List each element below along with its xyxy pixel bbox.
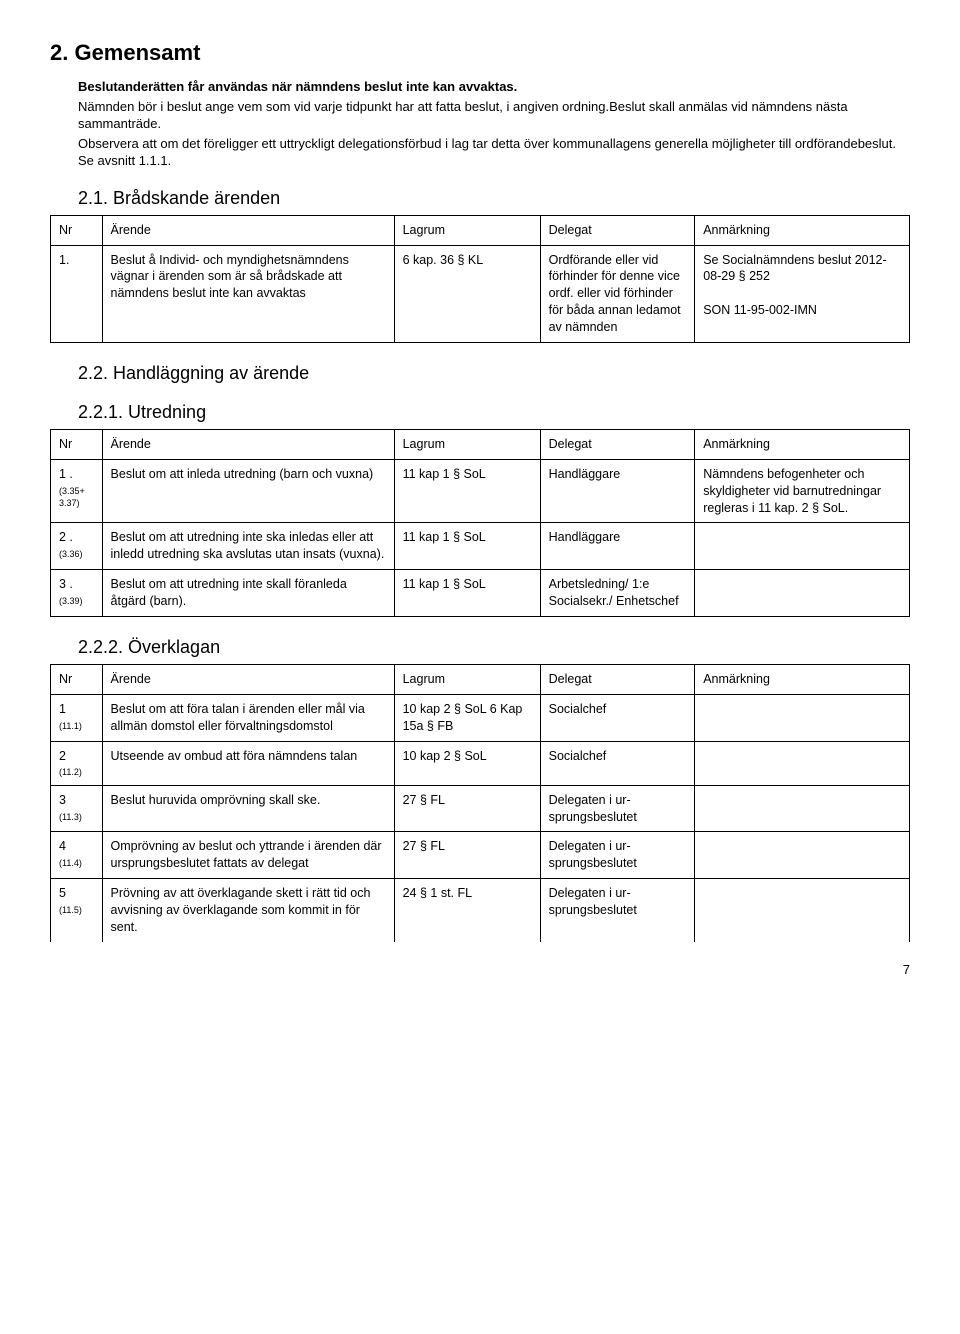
cell-nr: 4(11.4)	[51, 832, 103, 879]
cell-nr: 3 .(3.39)	[51, 570, 103, 617]
table-header-row: Nr Ärende Lagrum Delegat Anmärkning	[51, 664, 910, 694]
cell-arende: Prövning av att överklagande skett i rät…	[102, 879, 394, 942]
cell-nr: 1.	[51, 245, 103, 342]
th-arende: Ärende	[102, 215, 394, 245]
cell-anm	[695, 570, 910, 617]
page-number: 7	[50, 962, 910, 977]
cell-delegat: Ordförande eller vid förhinder för denne…	[540, 245, 695, 342]
table-row: 3 .(3.39) Beslut om att utredning inte s…	[51, 570, 910, 617]
cell-lagrum: 6 kap. 36 § KL	[394, 245, 540, 342]
th-arende: Ärende	[102, 664, 394, 694]
table-row: 2 .(3.36) Beslut om att utredning inte s…	[51, 523, 910, 570]
anm-line1: Se Socialnämndens beslut 2012-08-29 § 25…	[703, 253, 886, 284]
th-delegat: Delegat	[540, 664, 695, 694]
cell-arende: Beslut om att utredning inte skall föran…	[102, 570, 394, 617]
cell-anm	[695, 832, 910, 879]
th-lagrum: Lagrum	[394, 664, 540, 694]
heading-22: 2.2. Handläggning av ärende	[78, 363, 910, 384]
cell-anm	[695, 694, 910, 741]
cell-lagrum: 11 kap 1 § SoL	[394, 459, 540, 523]
section-title: 2. Gemensamt	[50, 40, 910, 66]
cell-nr: 1 .(3.35+ 3.37)	[51, 459, 103, 523]
cell-arende: Beslut om att inleda utredning (barn och…	[102, 459, 394, 523]
cell-nr: 2(11.2)	[51, 741, 103, 785]
th-nr: Nr	[51, 429, 103, 459]
cell-delegat: Delegaten i ur­sprungsbeslutet	[540, 832, 695, 879]
cell-delegat: Arbetsledning/ 1:e Socialsekr./ Enhetsch…	[540, 570, 695, 617]
cell-anm	[695, 523, 910, 570]
cell-lagrum: 27 § FL	[394, 785, 540, 832]
cell-lagrum: 11 kap 1 § SoL	[394, 570, 540, 617]
cell-nr: 3(11.3)	[51, 785, 103, 832]
cell-delegat: Socialchef	[540, 694, 695, 741]
cell-nr: 2 .(3.36)	[51, 523, 103, 570]
cell-anm	[695, 741, 910, 785]
heading-222: 2.2.2. Överklagan	[78, 637, 910, 658]
th-anm: Anmärkning	[695, 215, 910, 245]
table-row: 5(11.5) Prövning av att överklagande ske…	[51, 879, 910, 942]
cell-lagrum: 24 § 1 st. FL	[394, 879, 540, 942]
heading-221: 2.2.1. Utredning	[78, 402, 910, 423]
cell-delegat: Handläggare	[540, 459, 695, 523]
th-delegat: Delegat	[540, 429, 695, 459]
cell-lagrum: 27 § FL	[394, 832, 540, 879]
th-nr: Nr	[51, 215, 103, 245]
table-221: Nr Ärende Lagrum Delegat Anmärkning 1 .(…	[50, 429, 910, 617]
intro-bold: Beslutanderätten får användas när nämnde…	[78, 78, 910, 96]
cell-arende: Beslut huruvida omprövning skall ske.	[102, 785, 394, 832]
th-anm: Anmärkning	[695, 429, 910, 459]
cell-delegat: Socialchef	[540, 741, 695, 785]
cell-anm: Se Socialnämndens beslut 2012-08-29 § 25…	[695, 245, 910, 342]
th-arende: Ärende	[102, 429, 394, 459]
table-row: 1 .(3.35+ 3.37) Beslut om att inleda utr…	[51, 459, 910, 523]
cell-anm	[695, 879, 910, 942]
th-delegat: Delegat	[540, 215, 695, 245]
intro-block: Beslutanderätten får användas när nämnde…	[78, 78, 910, 170]
cell-arende: Beslut om att föra talan i ärenden eller…	[102, 694, 394, 741]
table-row: 1(11.1) Beslut om att föra talan i ärend…	[51, 694, 910, 741]
cell-delegat: Delegaten i ur­sprungsbeslutet	[540, 879, 695, 942]
table-row: 1. Beslut å Individ- och myndighets­nämn…	[51, 245, 910, 342]
heading-21: 2.1. Brådskande ärenden	[78, 188, 910, 209]
th-anm: Anmärkning	[695, 664, 910, 694]
table-row: 2(11.2) Utseende av ombud att föra nämnd…	[51, 741, 910, 785]
cell-delegat: Handläggare	[540, 523, 695, 570]
cell-anm: Nämndens befogenheter och skyldigheter v…	[695, 459, 910, 523]
th-lagrum: Lagrum	[394, 215, 540, 245]
table-row: 4(11.4) Omprövning av beslut och yttrand…	[51, 832, 910, 879]
cell-lagrum: 10 kap 2 § SoL 6 Kap 15a § FB	[394, 694, 540, 741]
cell-delegat: Delegaten i ur­sprungsbeslutet	[540, 785, 695, 832]
anm-line2: SON 11-95-002-IMN	[703, 303, 817, 317]
cell-arende: Beslut om att utredning inte ska inledas…	[102, 523, 394, 570]
intro-p2: Observera att om det föreligger ett uttr…	[78, 135, 910, 170]
cell-nr: 5(11.5)	[51, 879, 103, 942]
cell-arende: Beslut å Individ- och myndighets­nämnden…	[102, 245, 394, 342]
table-21: Nr Ärende Lagrum Delegat Anmärkning 1. B…	[50, 215, 910, 343]
table-header-row: Nr Ärende Lagrum Delegat Anmärkning	[51, 429, 910, 459]
table-222: Nr Ärende Lagrum Delegat Anmärkning 1(11…	[50, 664, 910, 942]
cell-nr: 1(11.1)	[51, 694, 103, 741]
th-lagrum: Lagrum	[394, 429, 540, 459]
cell-arende: Utseende av ombud att föra nämndens tala…	[102, 741, 394, 785]
intro-p1: Nämnden bör i beslut ange vem som vid va…	[78, 98, 910, 133]
cell-arende: Omprövning av beslut och yttrande i ären…	[102, 832, 394, 879]
cell-lagrum: 10 kap 2 § SoL	[394, 741, 540, 785]
cell-lagrum: 11 kap 1 § SoL	[394, 523, 540, 570]
th-nr: Nr	[51, 664, 103, 694]
table-header-row: Nr Ärende Lagrum Delegat Anmärkning	[51, 215, 910, 245]
cell-anm	[695, 785, 910, 832]
table-row: 3(11.3) Beslut huruvida omprövning skall…	[51, 785, 910, 832]
